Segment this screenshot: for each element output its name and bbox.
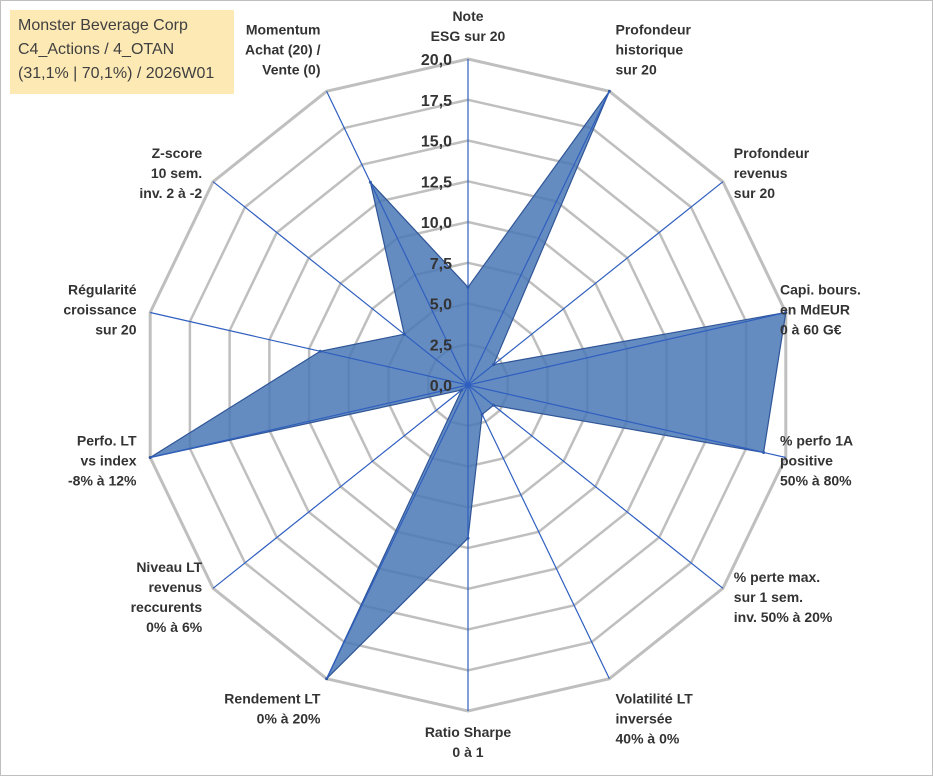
- axis-label: Momentum Achat (20) / Vente (0): [245, 22, 321, 78]
- axis-label: % perfo 1A positive 50% à 80%: [780, 433, 853, 489]
- tick-label: 12,5: [421, 174, 452, 191]
- axis-label-line: 50% à 80%: [780, 473, 852, 489]
- portfolio-line: C4_Actions / 4_OTAN: [18, 41, 175, 58]
- axis-spoke: [467, 384, 610, 679]
- axis-spoke: [467, 91, 610, 386]
- axis-label-line: historique: [616, 42, 684, 58]
- axis-label-line: inv. 50% à 20%: [734, 609, 833, 625]
- axis-label-line: Momentum: [246, 22, 321, 38]
- axis-label-line: en MdEUR: [780, 301, 850, 317]
- axis-label-line: Niveau LT: [136, 559, 202, 575]
- axis-label-line: revenus: [148, 579, 202, 595]
- company-name: Monster Beverage Corp: [18, 17, 188, 34]
- axis-label-line: positive: [780, 453, 833, 469]
- axis-label-line: reccurents: [131, 599, 203, 615]
- axis-label-line: croissance: [63, 301, 136, 317]
- axis-label-line: Vente (0): [262, 62, 320, 78]
- axis-label-line: sur 1 sem.: [734, 589, 803, 605]
- axis-label-line: sur 20: [734, 185, 775, 201]
- tick-label: 15,0: [421, 134, 452, 151]
- axis-spoke: [467, 384, 724, 589]
- axis-spoke: [150, 311, 469, 386]
- axis-spoke: [326, 384, 469, 679]
- info-box: Monster Beverage Corp C4_Actions / 4_OTA…: [10, 10, 234, 94]
- tick-label: 10,0: [421, 215, 452, 232]
- axis-label: Volatilité LT inversée 40% à 0%: [616, 690, 694, 746]
- tick-label: 0,0: [430, 378, 452, 395]
- axis-spoke: [212, 384, 469, 589]
- axis-label: Profondeur revenus sur 20: [734, 145, 810, 201]
- axis-label: Capi. bours. en MdEUR 0 à 60 G€: [780, 281, 861, 337]
- axis-label-line: 0% à 6%: [146, 619, 203, 635]
- axis-label-line: sur 20: [95, 321, 136, 337]
- axis-label-line: Note: [452, 8, 483, 24]
- axis-label-line: % perfo 1A: [780, 433, 853, 449]
- axis-label-line: revenus: [734, 165, 788, 181]
- axis-label-line: vs index: [80, 453, 136, 469]
- axis-label-line: Achat (20) /: [245, 42, 321, 58]
- tick-label: 20,0: [421, 52, 452, 69]
- axis-label-line: -8% à 12%: [68, 473, 137, 489]
- axis-label: Niveau LT revenus reccurents 0% à 6%: [131, 559, 203, 635]
- axis-spoke: [467, 384, 786, 459]
- axis-label-line: Profondeur: [734, 145, 810, 161]
- axis-label: Profondeur historique sur 20: [616, 22, 692, 78]
- period-line: (31,1% | 70,1%) / 2026W01: [18, 65, 215, 82]
- tick-label: 2,5: [430, 337, 452, 354]
- axis-label-line: 0 à 1: [452, 744, 483, 760]
- axis-label-line: Ratio Sharpe: [425, 724, 512, 740]
- axis-label-line: 0% à 20%: [257, 710, 321, 726]
- axis-label-line: 40% à 0%: [616, 730, 680, 746]
- axis-label: Rendement LT 0% à 20%: [224, 690, 321, 726]
- axis-label-line: % perte max.: [734, 569, 820, 585]
- tick-label: 7,5: [430, 256, 452, 273]
- axis-label: Perfo. LT vs index -8% à 12%: [68, 433, 137, 489]
- tick-label: 17,5: [421, 93, 452, 110]
- axis-label-line: Volatilité LT: [616, 690, 694, 706]
- axis-label-line: Régularité: [68, 281, 137, 297]
- axis-label: Régularité croissance sur 20: [63, 281, 136, 337]
- axis-spoke: [326, 91, 469, 386]
- axis-spoke: [467, 311, 786, 386]
- axis-label-line: Capi. bours.: [780, 281, 861, 297]
- axis-label-line: 10 sem.: [151, 165, 202, 181]
- axis-label: Note ESG sur 20: [431, 8, 506, 44]
- axis-label-line: Rendement LT: [224, 690, 321, 706]
- axis-spoke: [467, 181, 724, 386]
- axis-spoke: [212, 181, 469, 386]
- axis-label-line: Profondeur: [616, 22, 692, 38]
- axis-label: % perte max. sur 1 sem. inv. 50% à 20%: [734, 569, 833, 625]
- axis-label-line: inversée: [616, 710, 673, 726]
- axis-label: Z-score 10 sem. inv. 2 à -2: [139, 145, 202, 201]
- axis-spoke: [150, 384, 469, 459]
- axis-label-line: 0 à 60 G€: [780, 321, 842, 337]
- axis-label-line: inv. 2 à -2: [139, 185, 202, 201]
- axis-label-line: Perfo. LT: [77, 433, 137, 449]
- tick-label: 5,0: [430, 297, 452, 314]
- axis-label: Ratio Sharpe 0 à 1: [425, 724, 512, 760]
- axis-label-line: sur 20: [616, 62, 657, 78]
- axis-label-line: ESG sur 20: [431, 28, 506, 44]
- axis-label-line: Z-score: [152, 145, 203, 161]
